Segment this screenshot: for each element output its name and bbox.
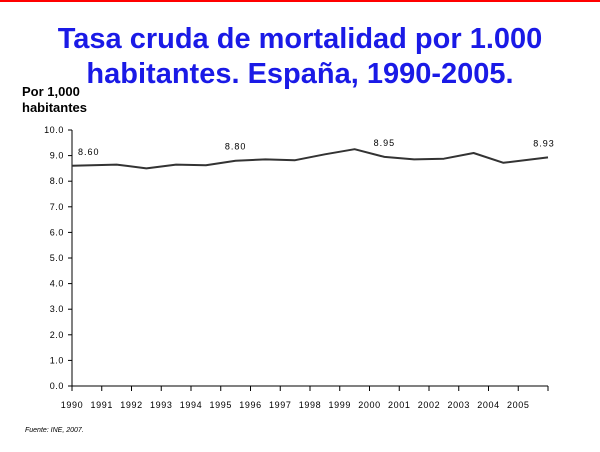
x-tick-label: 1995 xyxy=(210,400,232,410)
y-tick-label: 4.0 xyxy=(50,279,64,289)
data-label: 8.80 xyxy=(225,142,247,152)
x-tick-label: 2000 xyxy=(358,400,380,410)
y-tick-label: 7.0 xyxy=(50,202,64,212)
y-axis-title-line-2: habitantes xyxy=(22,100,88,115)
x-tick-label: 2005 xyxy=(507,400,529,410)
x-tick-label: 1991 xyxy=(91,400,113,410)
y-tick-label: 5.0 xyxy=(50,253,64,263)
x-tick-label: 2003 xyxy=(448,400,470,410)
data-label: 8.95 xyxy=(374,138,396,148)
chart-title-line-2: habitantes. España, 1990-2005. xyxy=(86,58,514,90)
y-tick-label: 9.0 xyxy=(50,151,64,161)
y-tick-label: 8.0 xyxy=(50,176,64,186)
y-tick-label: 0.0 xyxy=(50,381,64,391)
y-tick-label: 1.0 xyxy=(50,355,64,365)
chart-title: Tasa cruda de mortalidad por 1.000 habit… xyxy=(40,22,560,92)
x-tick-label: 2001 xyxy=(388,400,410,410)
x-tick-label: 1996 xyxy=(239,400,261,410)
x-tick-label: 2004 xyxy=(477,400,499,410)
x-tick-label: 1994 xyxy=(180,400,202,410)
x-tick-label: 1998 xyxy=(299,400,321,410)
chart-title-line-1: Tasa cruda de mortalidad por 1.000 xyxy=(57,23,543,55)
x-tick-label: 1997 xyxy=(269,400,291,410)
x-tick-label: 1990 xyxy=(61,400,83,410)
x-tick-label: 1999 xyxy=(329,400,351,410)
x-tick-label: 1992 xyxy=(120,400,142,410)
y-axis-title-line-1: Por 1,000 xyxy=(22,84,80,99)
y-tick-label: 6.0 xyxy=(50,227,64,237)
y-axis-title: Por 1,000 habitantes xyxy=(22,84,112,116)
x-tick-label: 2002 xyxy=(418,400,440,410)
series-line xyxy=(71,148,549,170)
y-tick-label: 10.0 xyxy=(44,125,64,135)
source-note: Fuente: INE, 2007. xyxy=(25,427,84,434)
data-label: 8.93 xyxy=(533,138,555,148)
y-tick-label: 2.0 xyxy=(50,330,64,340)
y-tick-label: 3.0 xyxy=(50,304,64,314)
x-tick-label: 1993 xyxy=(150,400,172,410)
data-label: 8.60 xyxy=(78,147,100,157)
